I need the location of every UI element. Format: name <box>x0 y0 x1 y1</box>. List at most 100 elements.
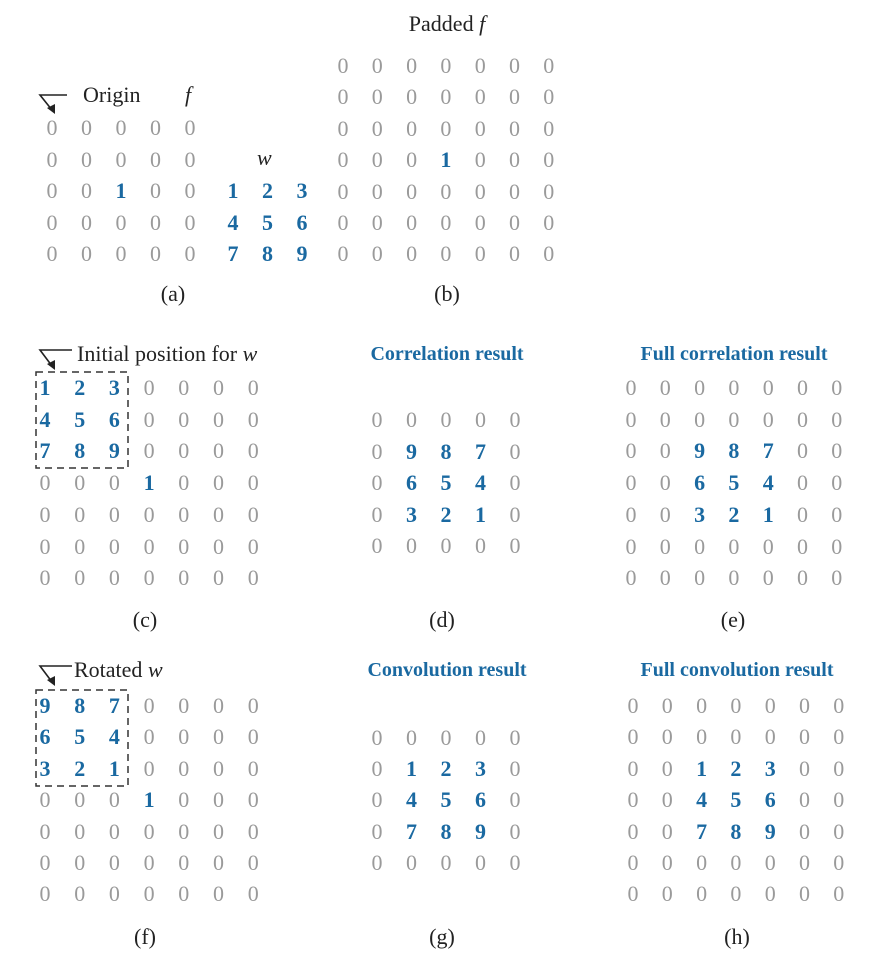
full-convolution-grid-cell: 0 <box>799 755 810 781</box>
initial-position-title-symbol: w <box>242 341 258 366</box>
full-convolution-result-title: Full convolution result <box>640 659 834 681</box>
correlation-result-grid-cell: 4 <box>475 470 486 496</box>
initial-position-grid-cell: 0 <box>178 501 190 527</box>
full-correlation-grid-cell: 1 <box>762 501 774 527</box>
padded-f-grid-cell: 0 <box>406 210 418 235</box>
correlation-result-grid-cell: 0 <box>371 470 383 496</box>
convolution-result-grid-cell: 1 <box>406 756 417 782</box>
padded-f-grid-cell: 0 <box>371 241 383 267</box>
rotated-w-grid-cell: 6 <box>39 724 51 750</box>
rotated-w-grid-cell: 0 <box>143 881 155 907</box>
rotated-w-grid-cell: 0 <box>247 724 259 750</box>
full-convolution-grid-cell: 0 <box>730 850 742 875</box>
full-correlation-grid-cell: 0 <box>831 565 843 591</box>
initial-position-grid-cell: 7 <box>39 438 51 464</box>
convolution-result-grid-cell: 0 <box>509 756 521 782</box>
full-correlation-result-title: Full correlation result <box>640 343 828 365</box>
full-correlation-grid-cell: 0 <box>797 533 808 559</box>
full-correlation-grid-cell: 0 <box>625 501 637 527</box>
rotated-w-grid-cell: 0 <box>178 818 190 844</box>
padded-f-grid-cell: 0 <box>543 147 555 173</box>
f-grid-cell: 0 <box>184 115 196 140</box>
rotated-w-grid-cell: 0 <box>143 755 155 781</box>
correlation-result-grid-cell: 3 <box>406 501 417 527</box>
full-correlation-grid-cell: 0 <box>625 533 637 559</box>
correlation-result-grid-cell: 0 <box>406 407 417 432</box>
rotated-arrowhead <box>47 676 55 686</box>
correlation-result-grid-cell: 8 <box>440 438 452 464</box>
convolution-result-grid-cell: 0 <box>371 849 383 875</box>
full-correlation-grid-cell: 0 <box>728 375 740 400</box>
padded-f-grid-cell: 0 <box>543 241 555 267</box>
padded-f-grid-cell: 0 <box>337 115 349 141</box>
full-correlation-grid-cell: 7 <box>762 438 774 464</box>
f-grid-cell: 0 <box>184 178 196 203</box>
rotated-w-grid-cell: 0 <box>178 850 190 875</box>
full-convolution-grid-cell: 0 <box>661 693 673 718</box>
padded-f-grid-cell: 0 <box>440 115 452 141</box>
padded-f-grid-cell: 0 <box>337 241 349 267</box>
rotated-w-grid-cell: 0 <box>39 787 51 813</box>
correlation-result-grid-cell: 6 <box>406 470 417 496</box>
padded-f-grid-cell: 0 <box>543 210 555 235</box>
rotated-w-grid-cell: 0 <box>143 693 155 718</box>
initial-position-grid-cell: 0 <box>178 406 190 432</box>
full-convolution-grid-cell: 0 <box>661 787 673 813</box>
full-correlation-grid-cell: 0 <box>831 501 843 527</box>
rotated-w-grid-cell: 0 <box>247 755 259 781</box>
full-convolution-grid-cell: 0 <box>627 787 639 813</box>
initial-position-grid-cell: 0 <box>247 501 259 527</box>
full-correlation-grid-cell: 0 <box>831 438 843 464</box>
padded-f-grid-cell: 0 <box>440 241 452 267</box>
origin-arrow <box>38 94 67 111</box>
padded-f-grid-cell: 1 <box>440 147 452 173</box>
full-correlation-grid-cell: 0 <box>694 375 706 400</box>
label-c: (c) <box>132 607 158 632</box>
padded-f-grid-cell: 0 <box>371 53 383 78</box>
full-convolution-grid-cell: 0 <box>764 693 776 718</box>
initial-position-grid-cell: 2 <box>74 375 86 400</box>
full-convolution-grid-cell: 0 <box>696 693 708 718</box>
full-correlation-grid-cell: 0 <box>659 438 671 464</box>
w-kernel-grid-cell: 8 <box>262 241 273 266</box>
w-kernel-grid-cell: 5 <box>262 209 273 235</box>
convolution-result-grid-cell: 0 <box>509 787 521 813</box>
full-correlation-grid-cell: 0 <box>728 565 740 591</box>
convolution-result-grid-cell: 4 <box>406 787 417 813</box>
f-grid-cell: 0 <box>46 209 58 235</box>
initial-position-grid-cell: 0 <box>247 406 259 432</box>
initial-position-grid-cell: 0 <box>213 470 224 496</box>
rotated-w-grid-cell: 0 <box>74 818 86 844</box>
full-correlation-grid-cell: 0 <box>797 375 808 400</box>
padded-f-grid-cell: 0 <box>474 210 486 235</box>
full-convolution-grid-cell: 0 <box>661 755 673 781</box>
convolution-result-grid-cell: 7 <box>406 818 417 844</box>
full-correlation-grid-cell: 0 <box>762 375 774 400</box>
rotated-w-grid-cell: 0 <box>39 818 51 844</box>
full-convolution-grid-cell: 0 <box>764 724 776 750</box>
full-convolution-grid-cell: 0 <box>730 881 742 907</box>
convolution-result-grid-cell: 5 <box>440 787 452 813</box>
initial-position-grid-cell: 5 <box>74 406 86 432</box>
initial-position-grid-cell: 0 <box>143 533 155 559</box>
w-symbol-text: w <box>257 145 272 170</box>
full-convolution-grid-cell: 0 <box>661 850 673 875</box>
w-kernel-grid-cell: 4 <box>227 209 239 235</box>
label-d: (d) <box>429 607 455 632</box>
padded-f-grid-cell: 0 <box>406 115 418 141</box>
label-a: (a) <box>160 281 186 306</box>
correlation-result-grid-cell: 0 <box>440 533 452 559</box>
full-convolution-grid-cell: 0 <box>799 693 810 718</box>
w-kernel-grid-cell: 9 <box>296 241 308 266</box>
padded-f-grid-cell: 0 <box>406 241 418 267</box>
padded-f-title-text: Padded <box>408 11 474 36</box>
full-convolution-grid-cell: 0 <box>627 881 639 907</box>
full-convolution-grid-cell: 0 <box>661 724 673 750</box>
initial-position-grid-cell: 0 <box>143 438 155 464</box>
rotated-w-grid-cell: 0 <box>213 787 224 813</box>
padded-f-grid-cell: 0 <box>440 84 452 110</box>
rotated-w-grid-cell: 0 <box>74 881 86 907</box>
full-correlation-grid-cell: 0 <box>659 565 671 591</box>
rotated-w-grid-cell: 0 <box>213 755 224 781</box>
full-convolution-grid-cell: 0 <box>833 818 845 844</box>
